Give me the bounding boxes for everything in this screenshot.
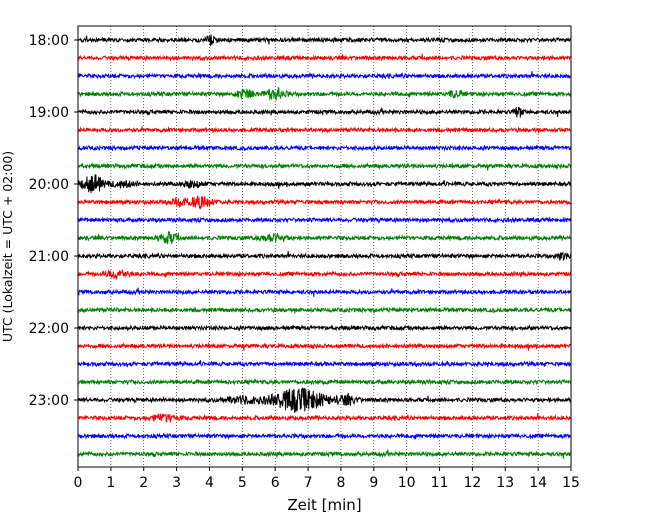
x-axis-ticks: 0 1 2 3 4 5 6 7 8 9 10 11 12 13 14 15 [74, 467, 580, 491]
trace-1930 [77, 144, 572, 152]
trace-2000 [77, 174, 572, 194]
trace-2130 [77, 287, 572, 297]
trace-2100 [77, 251, 572, 261]
x-tick-label: 2 [139, 475, 148, 491]
x-tick-label: 1 [106, 475, 115, 491]
trace-1900 [77, 106, 572, 118]
trace-2015 [77, 195, 572, 210]
y-tick-label: 18:00 [29, 33, 69, 49]
x-tick-label: 0 [74, 475, 83, 491]
trace-2300 [77, 387, 572, 413]
x-tick-label: 5 [238, 475, 247, 491]
y-axis-label: UTC (Lokalzeit = UTC + 02:00) [0, 151, 15, 342]
plot-frame [77, 25, 572, 468]
trace-2230 [77, 359, 572, 368]
trace-2045 [77, 231, 572, 245]
trace-2245 [77, 378, 572, 386]
trace-2330 [77, 432, 572, 441]
trace-2315 [77, 413, 572, 424]
y-tick-label: 23:00 [29, 393, 69, 409]
trace-1945 [77, 162, 572, 171]
y-axis-ticks: 18:00 19:00 20:00 21:00 22:00 23:00 [29, 33, 78, 409]
trace-1800 [77, 34, 572, 46]
y-tick-label: 19:00 [29, 105, 69, 121]
y-tick-label: 21:00 [29, 249, 69, 265]
trace-2345 [77, 449, 572, 459]
y-tick-label: 22:00 [29, 321, 69, 337]
trace-1830 [77, 71, 572, 80]
x-tick-label: 8 [336, 475, 345, 491]
trace-1845 [77, 86, 572, 102]
trace-2030 [77, 215, 572, 224]
trace-2200 [77, 324, 572, 332]
trace-1815 [77, 53, 572, 62]
trace-2115 [77, 268, 572, 280]
x-tick-label: 12 [463, 475, 481, 491]
x-axis-label: Zeit [min] [287, 496, 361, 514]
seismic-traces [77, 34, 572, 459]
x-tick-label: 13 [496, 475, 514, 491]
y-tick-label: 20:00 [29, 177, 69, 193]
x-tick-label: 11 [431, 475, 449, 491]
x-tick-label: 6 [271, 475, 280, 491]
trace-2215 [77, 342, 572, 351]
x-tick-label: 10 [398, 475, 416, 491]
x-tick-label: 15 [562, 475, 580, 491]
trace-2145 [77, 306, 572, 314]
x-tick-label: 4 [205, 475, 214, 491]
x-tick-label: 7 [304, 475, 313, 491]
trace-1915 [77, 125, 572, 134]
x-tick-label: 14 [529, 475, 547, 491]
x-tick-label: 9 [369, 475, 378, 491]
x-tick-label: 3 [172, 475, 181, 491]
